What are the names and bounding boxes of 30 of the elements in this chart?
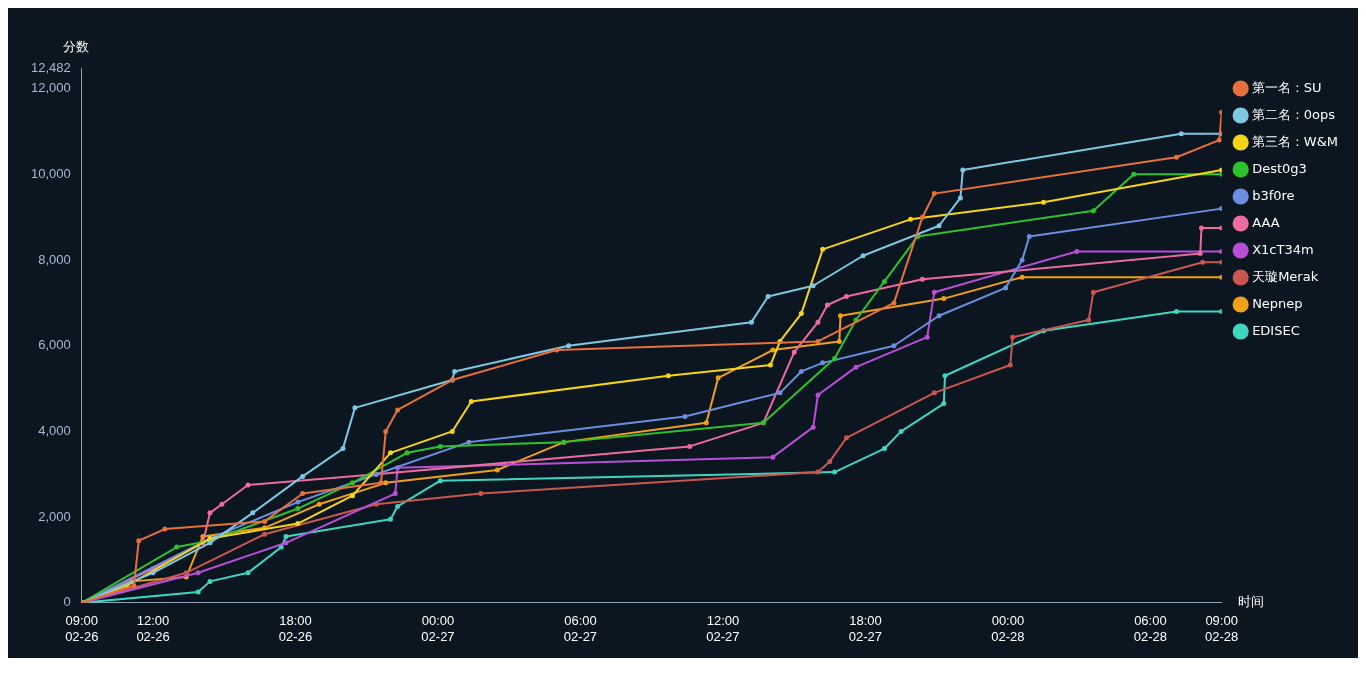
legend-label: Nepnep: [1252, 295, 1303, 311]
y-tick-label: 6,000: [38, 337, 71, 353]
y-tick-label: 10,000: [31, 165, 71, 181]
y-tick-label: 0: [63, 594, 71, 610]
x-tick-label: 18:00 02-27: [848, 613, 883, 644]
legend-label: 天璇Merak: [1252, 268, 1319, 284]
x-tick-label: 00:00 02-27: [421, 613, 455, 644]
y-tick-label: 2,000: [38, 508, 71, 524]
legend-label: 第二名 : 0ops: [1252, 106, 1336, 122]
x-tick-label: 12:00 02-27: [706, 613, 740, 644]
x-tick-label: 06:00 02-27: [563, 613, 598, 644]
x-tick-label: 09:00 02-26: [65, 613, 99, 644]
y-tick-label: 12,482: [31, 59, 71, 75]
x-tick-label: 09:00 02-28: [1205, 613, 1239, 644]
x-tick-label: 18:00 02-26: [278, 613, 313, 644]
legend-label: Dest0g3: [1252, 160, 1307, 176]
legend-label: X1cT34m: [1252, 241, 1314, 257]
legend-label: 第一名 : SU: [1252, 79, 1322, 95]
x-axis-title: 时间: [1237, 594, 1264, 610]
y-tick-label: 4,000: [38, 423, 71, 438]
legend-label: EDISEC: [1252, 322, 1300, 338]
y-axis-title: 分数: [62, 38, 89, 54]
legend-label: 第三名 : W&M: [1252, 133, 1339, 149]
legend-label: AAA: [1252, 214, 1280, 230]
y-tick-label: 12,000: [31, 80, 71, 96]
x-tick-label: 06:00 02-28: [1133, 613, 1168, 644]
x-tick-label: 12:00 02-26: [136, 613, 170, 644]
y-tick-label: 8,000: [38, 251, 71, 267]
x-tick-label: 00:00 02-28: [991, 613, 1025, 644]
legend-label: b3f0re: [1252, 187, 1295, 203]
